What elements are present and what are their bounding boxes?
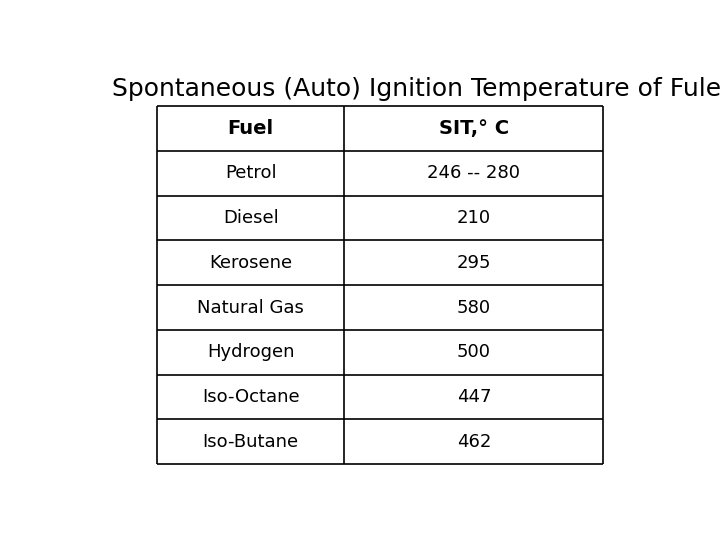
Text: Iso-Octane: Iso-Octane: [202, 388, 300, 406]
Text: Iso-Butane: Iso-Butane: [202, 433, 299, 450]
Text: 246 -- 280: 246 -- 280: [428, 164, 521, 183]
Text: 580: 580: [457, 299, 491, 316]
Text: Diesel: Diesel: [222, 209, 279, 227]
Text: Kerosene: Kerosene: [209, 254, 292, 272]
Text: Spontaneous (Auto) Ignition Temperature of Fules: Spontaneous (Auto) Ignition Temperature …: [112, 77, 720, 102]
Text: 447: 447: [456, 388, 491, 406]
Text: 500: 500: [457, 343, 491, 361]
Text: 462: 462: [456, 433, 491, 450]
Text: Hydrogen: Hydrogen: [207, 343, 294, 361]
Text: Natural Gas: Natural Gas: [197, 299, 304, 316]
Text: SIT,° C: SIT,° C: [439, 119, 509, 138]
Text: 295: 295: [456, 254, 491, 272]
Text: 210: 210: [457, 209, 491, 227]
Text: Petrol: Petrol: [225, 164, 276, 183]
Text: Fuel: Fuel: [228, 119, 274, 138]
